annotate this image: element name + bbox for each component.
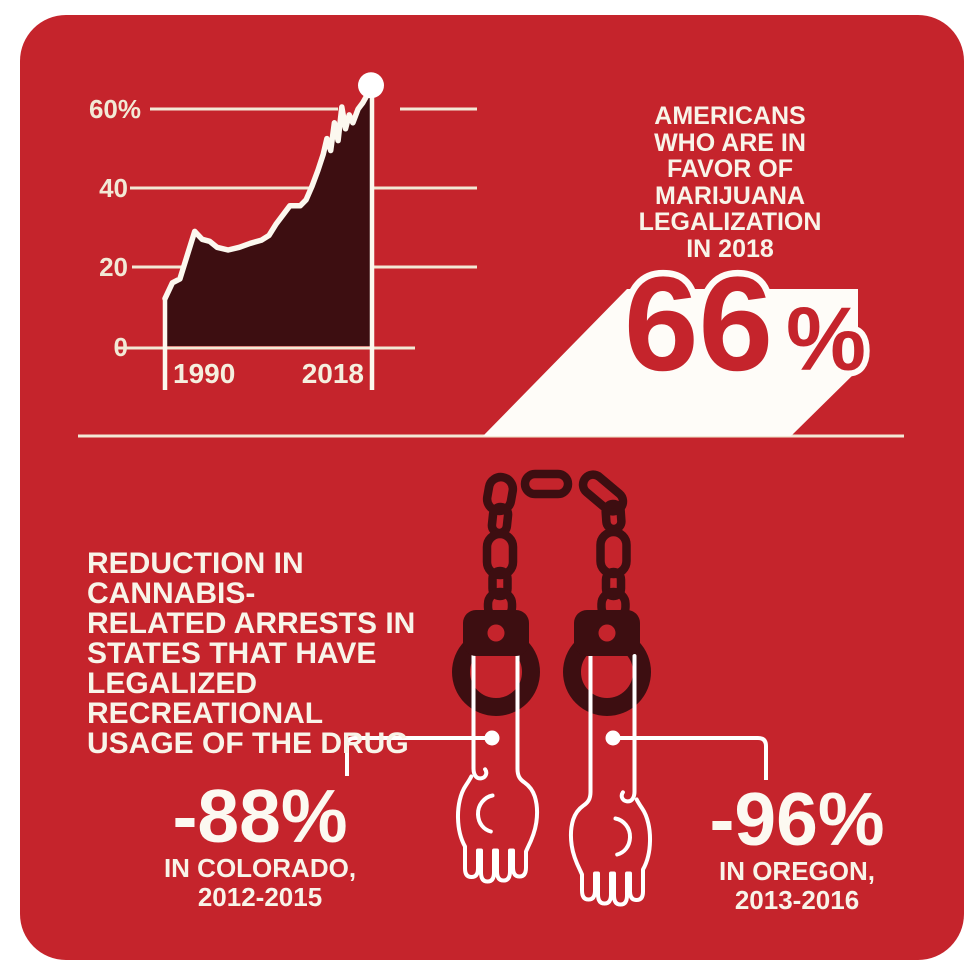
oregon-stat-caption: IN OREGON, 2013-2016 [718, 856, 875, 915]
stat-oregon: -96% IN OREGON, 2013-2016 [647, 782, 947, 915]
favor-callout-label: AMERICANS WHO ARE IN FAVOR OF MARIJUANA … [638, 102, 822, 263]
oregon-stat-value: -96% [709, 777, 885, 861]
colorado-stat-caption: IN COLORADO, 2012-2015 [163, 853, 357, 912]
arrests-section-label: REDUCTION IN CANNABIS- RELATED ARRESTS I… [87, 547, 416, 760]
colorado-stat-value: -88% [172, 774, 348, 858]
stat-colorado: -88% IN COLORADO, 2012-2015 [110, 779, 410, 912]
